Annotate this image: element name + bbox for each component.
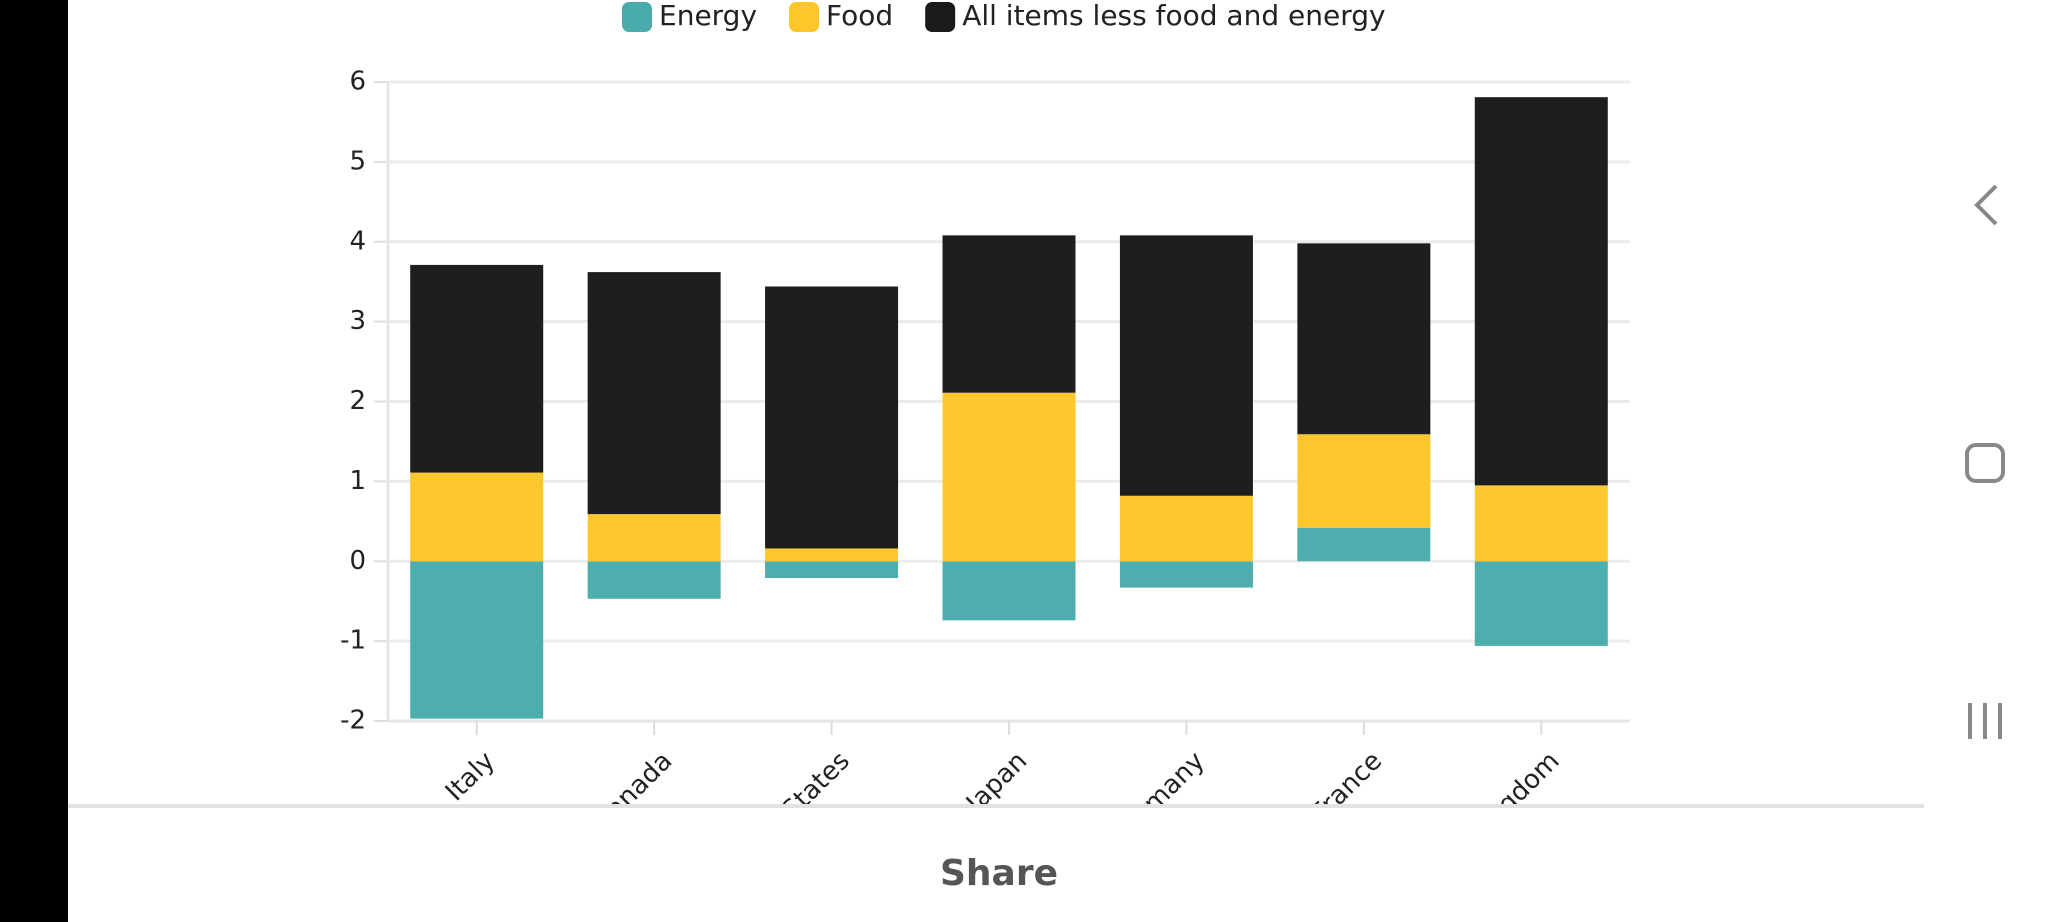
share-button[interactable]: Share [940, 853, 1058, 894]
bottom-sheet [68, 806, 1924, 922]
bar-segment [765, 548, 899, 562]
bar-segment [942, 561, 1076, 621]
legend-swatch [925, 2, 956, 32]
chart: -2-10123456ItalyCanadaUnited StatesJapan… [340, 0, 1630, 915]
bar-segment [1297, 434, 1431, 528]
legend-swatch [622, 2, 652, 32]
left-edge [0, 0, 68, 922]
y-tick-label: 6 [349, 67, 366, 97]
bar-segment [1474, 485, 1608, 562]
legend-label: Energy [659, 0, 757, 32]
bar-segment [1474, 561, 1608, 646]
y-tick-label: -2 [340, 706, 366, 736]
legend-label: Food [826, 0, 893, 32]
bar-segment [587, 272, 721, 515]
bar-segment [1119, 495, 1253, 562]
y-tick-label: 0 [349, 546, 366, 576]
bar-segment [942, 235, 1076, 393]
bar-segment [410, 264, 544, 473]
y-tick-label: 2 [349, 386, 366, 416]
bar-segment [942, 392, 1076, 562]
y-tick-label: -1 [340, 626, 366, 656]
y-tick-label: 1 [349, 466, 366, 496]
y-tick-label: 3 [349, 306, 366, 336]
x-tick-label: Italy [440, 746, 501, 807]
bar-segment [410, 472, 544, 562]
legend-swatch [789, 2, 820, 32]
legend-label: All items less food and energy [962, 0, 1385, 32]
nav-back[interactable] [1974, 184, 1998, 226]
y-tick-label: 4 [349, 226, 366, 256]
bar-segment [1119, 561, 1253, 588]
bar-segment [1297, 527, 1431, 562]
bar-segment [1119, 235, 1253, 496]
bar-segment [587, 514, 721, 562]
nav-recents[interactable] [1968, 703, 2002, 739]
bar-segment [410, 561, 544, 719]
bar-segment [1474, 97, 1608, 486]
bar-segment [587, 561, 721, 599]
y-tick-label: 5 [349, 146, 366, 176]
nav-home[interactable] [1965, 443, 2005, 483]
bar-segment [1297, 243, 1431, 435]
bar-segment [765, 561, 899, 579]
bar-segment [765, 286, 899, 549]
